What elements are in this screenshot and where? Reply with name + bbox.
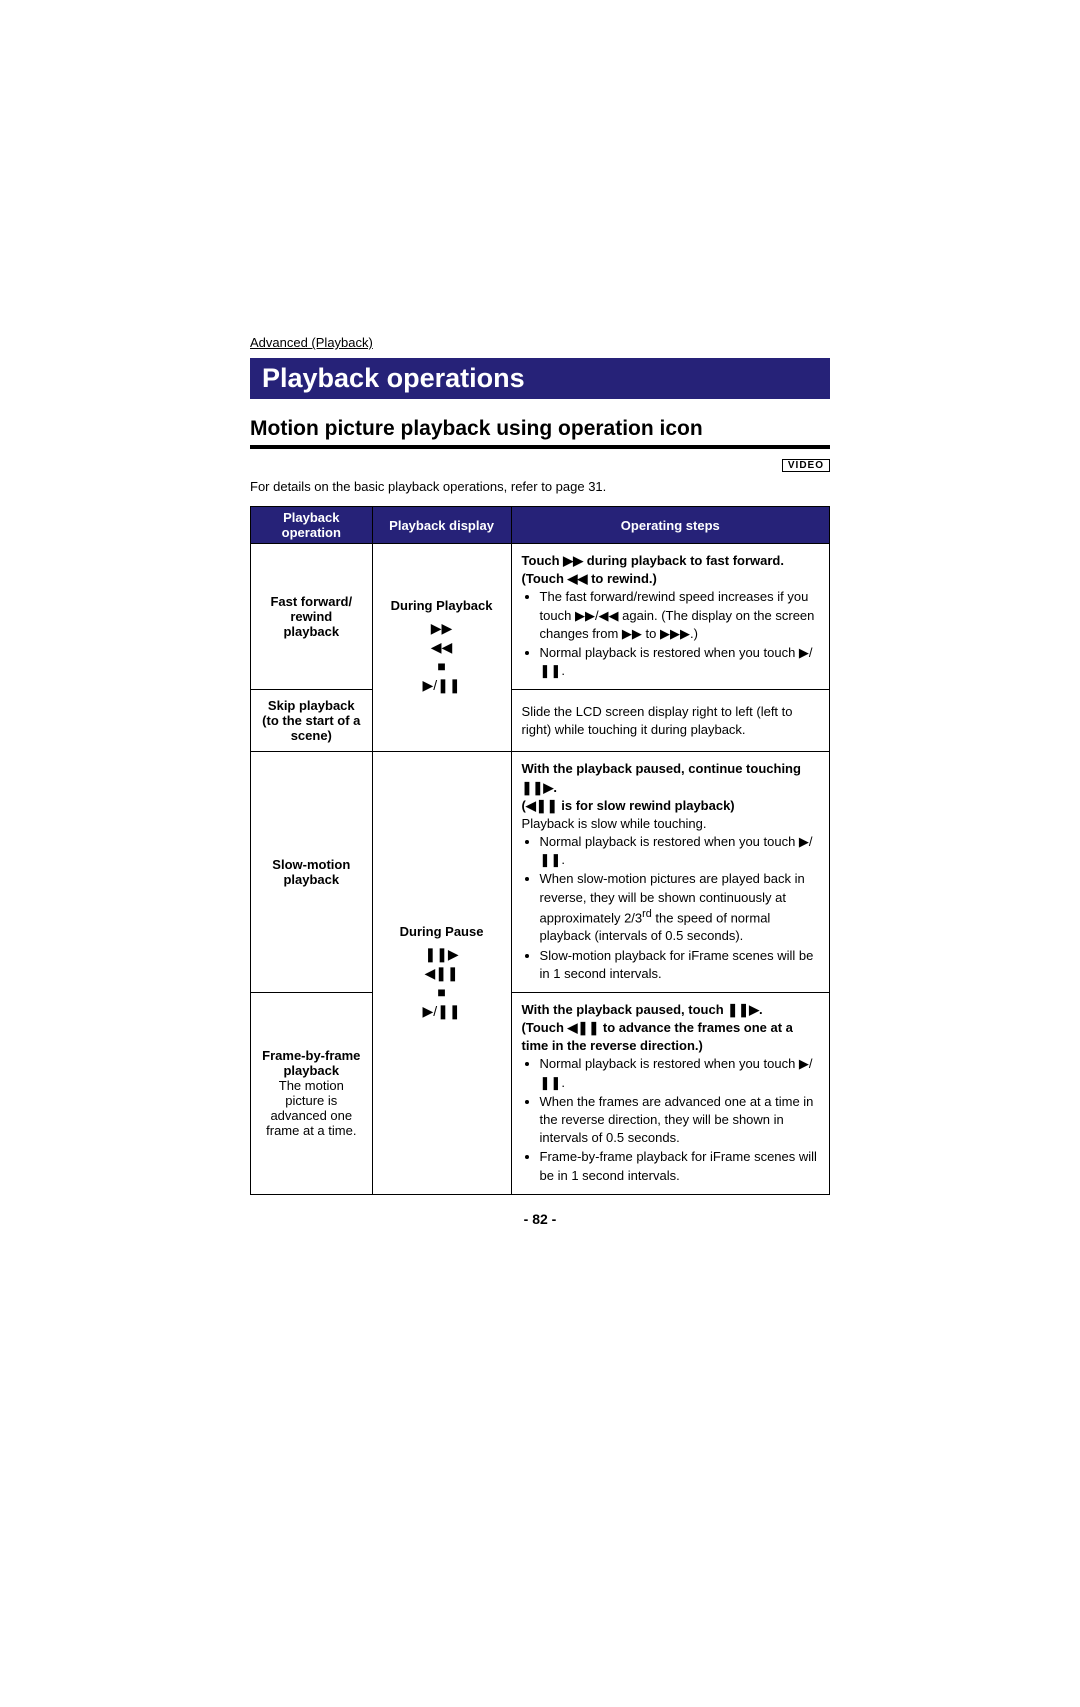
header-display: Playback display — [372, 507, 511, 544]
header-operation: Playback operation — [251, 507, 373, 544]
op-sub-label: The motion picture is advanced one frame… — [261, 1078, 362, 1138]
display-label: During Pause — [383, 924, 501, 939]
steps-text: Slide the LCD screen display right to le… — [522, 703, 819, 739]
stop-icon: ■ — [383, 659, 501, 673]
cell-operation: Frame-by-frame playback The motion pictu… — [251, 992, 373, 1194]
op-label: Slow-motion playback — [261, 857, 362, 887]
steps-bold-line: With the playback paused, touch ❚❚▶. — [522, 1001, 819, 1019]
steps-bold-line: (Touch ◀◀ to rewind.) — [522, 570, 819, 588]
op-label: Fast forward/ rewind playback — [261, 594, 362, 639]
cell-operation: Fast forward/ rewind playback — [251, 544, 373, 690]
steps-bullet: Normal playback is restored when you tou… — [540, 644, 819, 680]
table-header-row: Playback operation Playback display Oper… — [251, 507, 830, 544]
cell-steps: With the playback paused, touch ❚❚▶. (To… — [511, 992, 829, 1194]
table-row: Fast forward/ rewind playback During Pla… — [251, 544, 830, 690]
cell-steps: Slide the LCD screen display right to le… — [511, 690, 829, 752]
display-label: During Playback — [383, 598, 501, 613]
steps-bold-line: With the playback paused, continue touch… — [522, 760, 819, 796]
icon-stack: ▶▶ ◀◀ ■ ▶/❚❚ — [383, 621, 501, 692]
op-label: Frame-by-frame playback — [261, 1048, 362, 1078]
play-pause-icon: ▶/❚❚ — [383, 1004, 501, 1018]
table-row: Slow-motion playback During Pause ❚❚▶ ◀❚… — [251, 752, 830, 993]
steps-bullet: Slow-motion playback for iFrame scenes w… — [540, 947, 819, 983]
breadcrumb: Advanced (Playback) — [250, 335, 830, 350]
table-row: Skip playback (to the start of a scene) … — [251, 690, 830, 752]
steps-bold-line: (◀❚❚ is for slow rewind playback) — [522, 797, 819, 815]
steps-bullet: When the frames are advanced one at a ti… — [540, 1093, 819, 1148]
video-tag: VIDEO — [782, 459, 830, 472]
cell-display: During Playback ▶▶ ◀◀ ■ ▶/❚❚ — [372, 544, 511, 752]
cell-display: During Pause ❚❚▶ ◀❚❚ ■ ▶/❚❚ — [372, 752, 511, 1194]
header-steps: Operating steps — [511, 507, 829, 544]
steps-bold-line: (Touch ◀❚❚ to advance the frames one at … — [522, 1019, 819, 1055]
page-container: Advanced (Playback) Playback operations … — [0, 0, 1080, 1707]
main-heading: Playback operations — [250, 358, 830, 399]
table-row: Frame-by-frame playback The motion pictu… — [251, 992, 830, 1194]
steps-bullet: Frame-by-frame playback for iFrame scene… — [540, 1148, 819, 1184]
heading-underline — [250, 445, 830, 449]
op-label: Skip playback (to the start of a scene) — [261, 698, 362, 743]
steps-bullet: Normal playback is restored when you tou… — [540, 833, 819, 869]
steps-bold-line: Touch ▶▶ during playback to fast forward… — [522, 552, 819, 570]
stop-icon: ■ — [383, 985, 501, 999]
steps-bullet: Normal playback is restored when you tou… — [540, 1055, 819, 1091]
sub-heading: Motion picture playback using operation … — [250, 417, 830, 441]
cell-operation: Slow-motion playback — [251, 752, 373, 993]
play-pause-icon: ▶/❚❚ — [383, 678, 501, 692]
cell-steps: With the playback paused, continue touch… — [511, 752, 829, 993]
slow-rewind-icon: ◀❚❚ — [383, 966, 501, 980]
icon-stack: ❚❚▶ ◀❚❚ ■ ▶/❚❚ — [383, 947, 501, 1018]
intro-text: For details on the basic playback operat… — [250, 479, 830, 494]
operations-table: Playback operation Playback display Oper… — [250, 506, 830, 1195]
cell-operation: Skip playback (to the start of a scene) — [251, 690, 373, 752]
page-number: - 82 - — [250, 1211, 830, 1227]
fast-forward-icon: ▶▶ — [383, 621, 501, 635]
steps-line: Playback is slow while touching. — [522, 815, 819, 833]
cell-steps: Touch ▶▶ during playback to fast forward… — [511, 544, 829, 690]
steps-bullet: When slow-motion pictures are played bac… — [540, 870, 819, 945]
slow-forward-icon: ❚❚▶ — [383, 947, 501, 961]
video-tag-row: VIDEO — [250, 455, 830, 473]
rewind-icon: ◀◀ — [383, 640, 501, 654]
steps-bullet: The fast forward/rewind speed increases … — [540, 588, 819, 643]
